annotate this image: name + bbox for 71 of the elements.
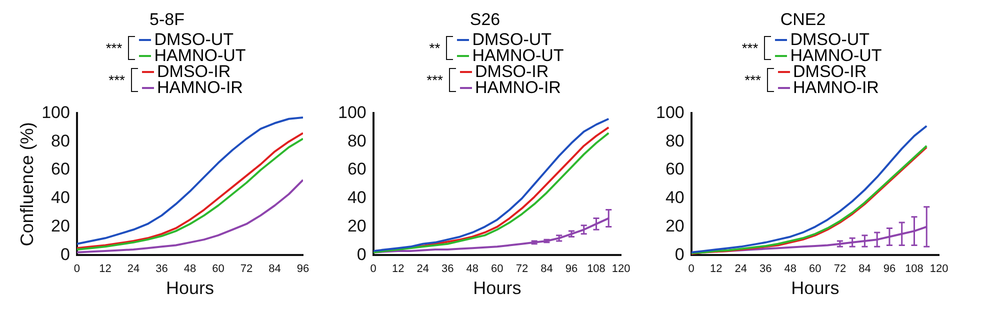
y-axis-title: Confluence (%) <box>16 122 37 246</box>
y-tick-label: 60 <box>347 160 366 179</box>
x-tick-label: 108 <box>587 262 606 275</box>
x-tick-label: 72 <box>240 262 253 275</box>
x-tick-label: 36 <box>156 262 168 275</box>
x-tick-label: 96 <box>296 262 310 275</box>
y-tick-label: 80 <box>347 131 366 150</box>
legend-label: HAMNO-UT <box>154 46 246 65</box>
x-tick-label: 36 <box>760 262 772 275</box>
x-tick-label: 12 <box>392 262 404 275</box>
x-tick-label: 60 <box>212 262 224 275</box>
x-tick-label: 48 <box>184 262 196 275</box>
x-tick-label: 24 <box>416 262 430 275</box>
y-tick-label: 60 <box>665 160 684 179</box>
x-axis-title: Hours <box>791 278 840 298</box>
y-tick-label: 100 <box>42 102 70 122</box>
x-tick-label: 0 <box>688 262 694 275</box>
x-tick-label: 12 <box>710 262 722 275</box>
x-tick-label: 72 <box>834 262 846 275</box>
x-tick-label: 36 <box>442 262 454 275</box>
chart-title: S26 <box>470 10 500 30</box>
legend-label: HAMNO-IR <box>157 78 243 97</box>
legend-label: DMSO-UT <box>154 30 234 49</box>
y-tick-label: 80 <box>665 131 684 150</box>
legend-label: HAMNO-UT <box>472 46 564 65</box>
chart-title: CNE2 <box>780 10 826 30</box>
legend-label: DMSO-IR <box>157 62 231 81</box>
x-tick-label: 24 <box>127 262 140 275</box>
text: *** <box>426 72 444 88</box>
text: *** <box>108 72 126 88</box>
legend-label: DMSO-IR <box>793 62 867 81</box>
x-tick-label: 60 <box>491 262 504 275</box>
legend-label: HAMNO-IR <box>793 78 879 97</box>
x-tick-label: 48 <box>784 262 797 275</box>
x-tick-label: 72 <box>516 262 528 275</box>
text: *** <box>740 40 758 56</box>
x-tick-label: 84 <box>540 262 553 275</box>
x-tick-label: 24 <box>734 262 748 275</box>
y-tick-label: 60 <box>51 160 70 179</box>
x-tick-label: 84 <box>268 262 281 275</box>
y-tick-label: 20 <box>347 216 366 236</box>
legend-label: HAMNO-IR <box>475 78 561 97</box>
x-tick-label: 108 <box>905 262 924 275</box>
legend-label: DMSO-UT <box>472 30 552 49</box>
x-tick-label: 0 <box>74 262 80 275</box>
text: *** <box>104 40 122 56</box>
x-axis-title: Hours <box>473 278 522 298</box>
text: ** <box>428 40 440 56</box>
x-tick-label: 120 <box>930 262 948 275</box>
x-tick-label: 96 <box>883 262 896 275</box>
legend-label: DMSO-UT <box>790 30 870 49</box>
x-tick-label: 48 <box>466 262 479 275</box>
x-tick-label: 60 <box>809 262 822 275</box>
chart-title: 5-8F <box>150 10 184 30</box>
text: *** <box>744 72 762 88</box>
legend-label: DMSO-IR <box>475 62 549 81</box>
x-axis-title: Hours <box>166 278 214 298</box>
x-tick-label: 12 <box>99 262 112 275</box>
y-tick-label: 40 <box>347 188 366 208</box>
x-tick-label: 84 <box>858 262 871 275</box>
y-tick-label: 20 <box>51 216 70 236</box>
x-tick-label: 120 <box>612 262 630 275</box>
y-tick-label: 40 <box>51 188 70 208</box>
y-tick-label: 20 <box>665 216 684 236</box>
legend-label: HAMNO-UT <box>790 46 882 65</box>
y-tick-label: 40 <box>665 188 684 208</box>
y-tick-label: 100 <box>338 102 366 122</box>
x-tick-label: 0 <box>370 262 376 275</box>
y-tick-label: 80 <box>51 131 70 150</box>
x-tick-label: 96 <box>565 262 578 275</box>
y-tick-label: 100 <box>656 102 684 122</box>
